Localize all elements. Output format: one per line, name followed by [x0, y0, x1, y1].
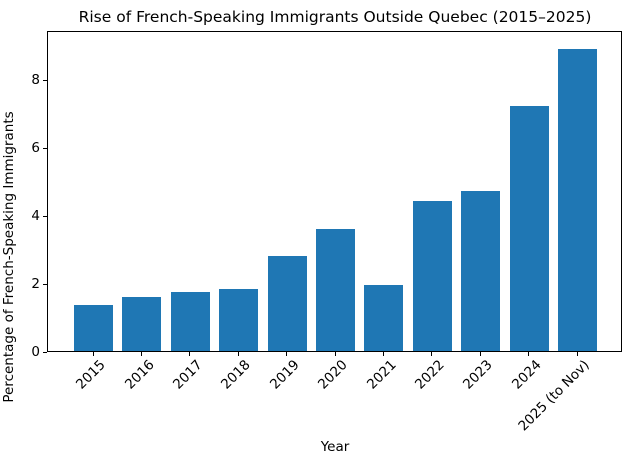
bar-2021	[364, 284, 404, 351]
x-axis-label: Year	[320, 439, 350, 455]
bar-2016	[122, 296, 162, 351]
chart-title: Rise of French-Speaking Immigrants Outsi…	[78, 8, 592, 26]
x-tick-mark	[479, 352, 481, 356]
y-tick-label: 2	[31, 275, 40, 292]
x-tick-label: 2016	[121, 357, 158, 393]
y-tick-mark	[43, 80, 47, 82]
x-tick-label: 2024	[508, 357, 545, 393]
bar-2019	[267, 255, 307, 351]
x-tick-mark	[431, 352, 433, 356]
x-tick-label: 2021	[363, 357, 400, 393]
bar-2018	[219, 289, 259, 351]
x-tick-label: 2020	[315, 357, 351, 393]
plot-area	[47, 31, 622, 352]
x-tick-label: 2019	[266, 357, 303, 393]
x-tick-mark	[92, 352, 94, 356]
bar-2015	[74, 305, 113, 351]
x-tick-mark	[140, 352, 142, 356]
x-tick-label: 2017	[170, 357, 206, 393]
bar-2024	[509, 106, 549, 351]
bar-2023	[461, 191, 501, 351]
x-tick-mark	[528, 352, 530, 356]
x-tick-label: 2015	[73, 357, 109, 393]
y-tick-mark	[43, 352, 47, 353]
x-tick-mark	[576, 352, 578, 356]
x-tick-mark	[237, 352, 239, 356]
bar-2022	[412, 200, 452, 351]
x-tick-mark	[382, 352, 384, 356]
y-tick-label: 0	[31, 343, 40, 360]
y-tick-label: 4	[31, 207, 40, 224]
x-tick-label: 2018	[218, 357, 255, 393]
y-tick-label: 8	[31, 71, 40, 88]
x-tick-label: 2022	[412, 357, 448, 393]
bar-2017	[170, 291, 210, 351]
x-tick-mark	[334, 352, 336, 356]
bar-2020	[316, 228, 355, 351]
x-tick-mark	[286, 352, 288, 356]
y-tick-mark	[43, 284, 47, 286]
x-tick-mark	[189, 352, 191, 356]
x-tick-label: 2023	[460, 357, 497, 393]
y-tick-mark	[43, 148, 47, 150]
y-tick-mark	[43, 216, 47, 218]
y-tick-label: 6	[31, 139, 40, 156]
bar-2025 (to Nov)	[558, 48, 597, 351]
